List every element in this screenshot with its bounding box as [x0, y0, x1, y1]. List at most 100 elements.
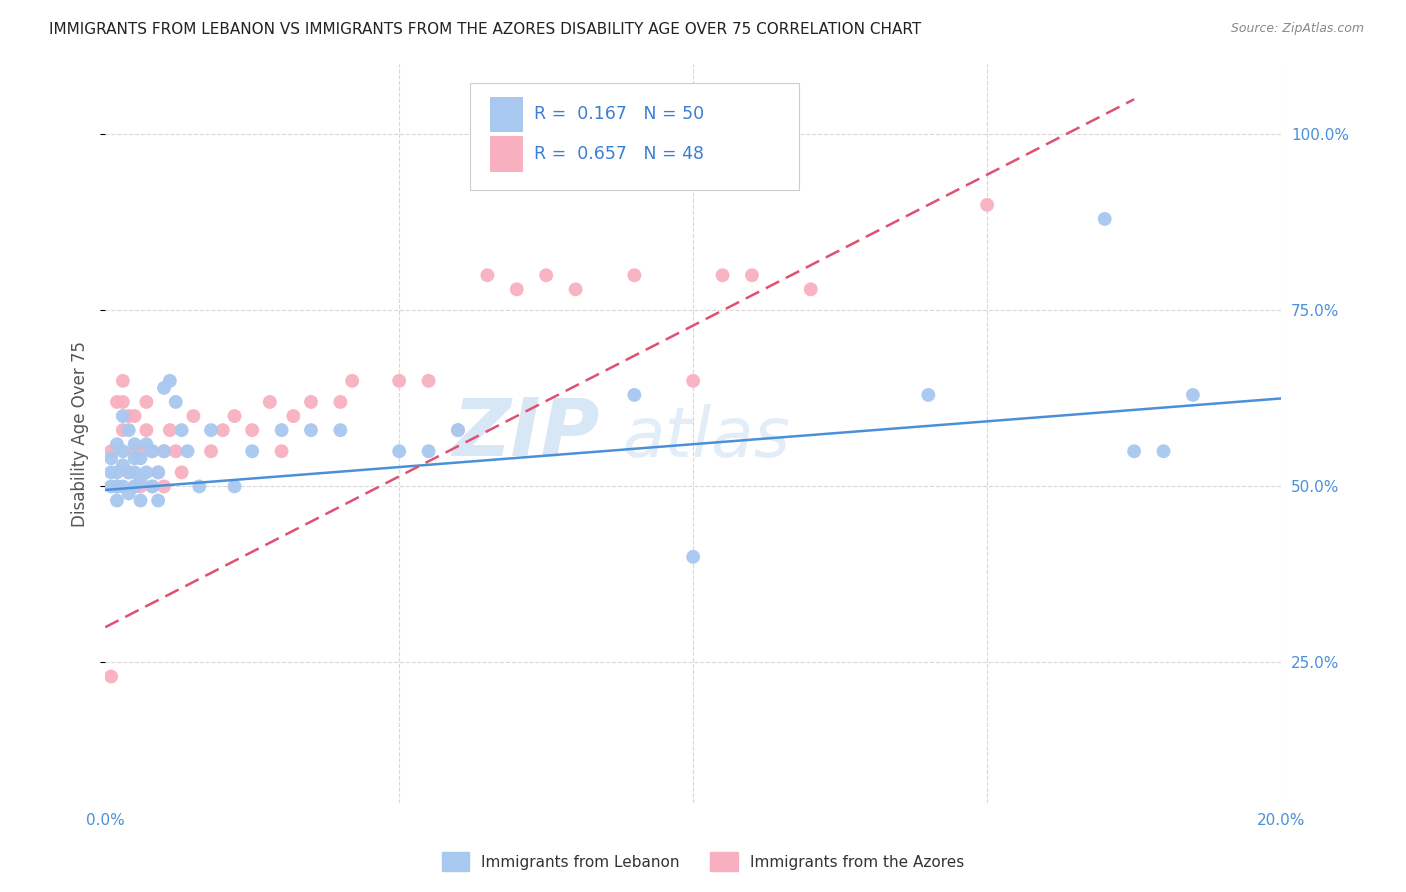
Point	[170, 466, 193, 480]
Point	[1181, 388, 1204, 402]
Point	[329, 395, 352, 409]
Point	[564, 282, 586, 296]
Point	[153, 444, 176, 458]
Point	[159, 423, 181, 437]
Point	[100, 466, 122, 480]
Point	[105, 493, 128, 508]
Point	[129, 472, 152, 486]
Point	[188, 479, 211, 493]
Point	[129, 479, 152, 493]
Point	[105, 437, 128, 451]
Point	[477, 268, 499, 283]
Point	[129, 451, 152, 466]
Point	[682, 549, 704, 564]
Point	[100, 479, 122, 493]
Point	[129, 493, 152, 508]
Point	[224, 479, 246, 493]
Point	[183, 409, 205, 423]
Point	[135, 437, 157, 451]
Point	[176, 444, 198, 458]
Point	[124, 451, 146, 466]
Point	[1123, 444, 1146, 458]
Point	[170, 423, 193, 437]
Point	[388, 444, 411, 458]
Point	[141, 444, 163, 458]
Point	[146, 466, 169, 480]
Text: ZIP: ZIP	[451, 394, 599, 473]
Point	[534, 268, 557, 283]
Point	[141, 444, 163, 458]
Point	[146, 493, 169, 508]
Point	[100, 444, 122, 458]
Point	[105, 466, 128, 480]
Point	[129, 444, 152, 458]
Point	[118, 409, 141, 423]
Point	[1094, 211, 1116, 226]
Point	[153, 479, 176, 493]
Point	[200, 423, 222, 437]
Point	[447, 423, 470, 437]
Point	[200, 444, 222, 458]
Point	[259, 395, 281, 409]
Text: Source: ZipAtlas.com: Source: ZipAtlas.com	[1230, 22, 1364, 36]
Point	[141, 479, 163, 493]
Bar	[489, 96, 523, 132]
Point	[159, 374, 181, 388]
Point	[111, 444, 134, 458]
Text: R =  0.167   N = 50: R = 0.167 N = 50	[534, 105, 704, 123]
Point	[105, 479, 128, 493]
Point	[124, 444, 146, 458]
Point	[111, 374, 134, 388]
Point	[135, 466, 157, 480]
Point	[711, 268, 734, 283]
Point	[118, 466, 141, 480]
Point	[340, 374, 363, 388]
Point	[141, 479, 163, 493]
Point	[506, 282, 529, 296]
Point	[329, 423, 352, 437]
Point	[976, 198, 998, 212]
Legend: Immigrants from Lebanon, Immigrants from the Azores: Immigrants from Lebanon, Immigrants from…	[436, 847, 970, 877]
Point	[111, 479, 134, 493]
Point	[111, 423, 134, 437]
Point	[240, 423, 263, 437]
FancyBboxPatch shape	[470, 83, 799, 190]
Point	[124, 479, 146, 493]
Point	[800, 282, 823, 296]
Point	[741, 268, 763, 283]
Point	[299, 395, 322, 409]
Text: atlas: atlas	[623, 404, 790, 471]
Point	[105, 395, 128, 409]
Point	[165, 444, 187, 458]
Point	[211, 423, 233, 437]
Point	[224, 409, 246, 423]
Point	[118, 423, 141, 437]
Point	[270, 444, 292, 458]
Point	[124, 409, 146, 423]
Point	[111, 395, 134, 409]
Point	[165, 395, 187, 409]
Text: R =  0.657   N = 48: R = 0.657 N = 48	[534, 145, 704, 163]
Point	[118, 466, 141, 480]
Point	[447, 423, 470, 437]
Point	[418, 374, 440, 388]
Point	[623, 388, 645, 402]
Point	[100, 669, 122, 683]
Point	[118, 486, 141, 500]
Point	[111, 458, 134, 473]
Point	[623, 268, 645, 283]
Point	[146, 466, 169, 480]
Point	[153, 381, 176, 395]
Point	[240, 444, 263, 458]
Point	[105, 479, 128, 493]
Point	[124, 437, 146, 451]
Point	[1153, 444, 1175, 458]
Point	[153, 444, 176, 458]
Point	[100, 451, 122, 466]
Point	[283, 409, 305, 423]
Point	[917, 388, 939, 402]
Point	[418, 444, 440, 458]
Point	[124, 479, 146, 493]
Point	[299, 423, 322, 437]
Point	[111, 409, 134, 423]
